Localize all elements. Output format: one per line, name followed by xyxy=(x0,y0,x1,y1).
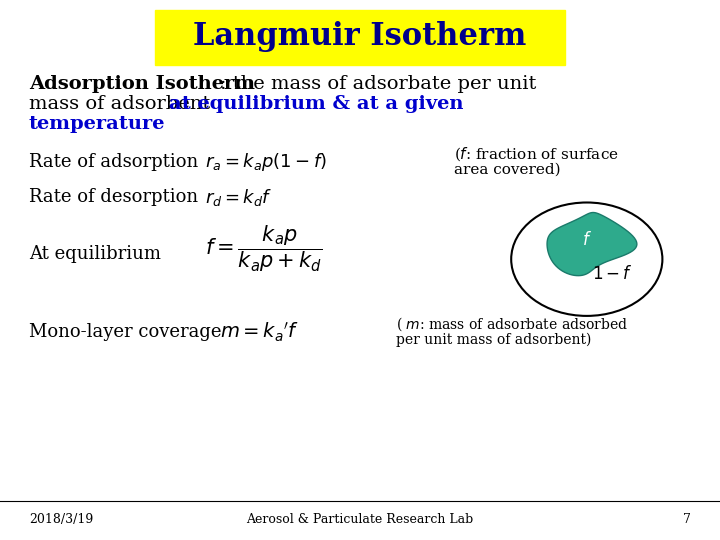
Text: Mono-layer coverage: Mono-layer coverage xyxy=(29,323,233,341)
Text: area covered): area covered) xyxy=(454,163,560,177)
Text: Langmuir Isotherm: Langmuir Isotherm xyxy=(193,21,527,52)
Text: $r_a = k_a p(1 - f)$: $r_a = k_a p(1 - f)$ xyxy=(205,151,328,173)
Text: $1-f$: $1-f$ xyxy=(592,265,632,284)
Text: : the mass of adsorbate per unit: : the mass of adsorbate per unit xyxy=(220,75,536,93)
Text: Adsorption Isotherm: Adsorption Isotherm xyxy=(29,75,255,93)
Text: $f = \dfrac{k_a p}{k_a p + k_d}$: $f = \dfrac{k_a p}{k_a p + k_d}$ xyxy=(205,223,323,274)
Text: mass of adsorbent: mass of adsorbent xyxy=(29,94,216,113)
Text: $f$: $f$ xyxy=(582,231,592,249)
Text: temperature: temperature xyxy=(29,114,166,133)
Polygon shape xyxy=(547,213,637,275)
Text: ($f$: fraction of surface: ($f$: fraction of surface xyxy=(454,145,618,163)
Text: ( $m$: mass of adsorbate adsorbed: ( $m$: mass of adsorbate adsorbed xyxy=(396,315,628,333)
Text: at equilibrium & at a given: at equilibrium & at a given xyxy=(169,94,464,113)
Text: 7: 7 xyxy=(683,513,691,526)
Text: At equilibrium: At equilibrium xyxy=(29,245,161,263)
Text: $r_d = k_d f$: $r_d = k_d f$ xyxy=(205,187,273,207)
FancyBboxPatch shape xyxy=(155,10,565,65)
Text: Rate of desorption: Rate of desorption xyxy=(29,188,210,206)
Text: 2018/3/19: 2018/3/19 xyxy=(29,513,93,526)
Text: per unit mass of adsorbent): per unit mass of adsorbent) xyxy=(396,333,591,347)
Text: Aerosol & Particulate Research Lab: Aerosol & Particulate Research Lab xyxy=(246,513,474,526)
Text: Rate of adsorption: Rate of adsorption xyxy=(29,153,210,171)
Text: $m = k_a{}'f$: $m = k_a{}'f$ xyxy=(220,320,299,344)
